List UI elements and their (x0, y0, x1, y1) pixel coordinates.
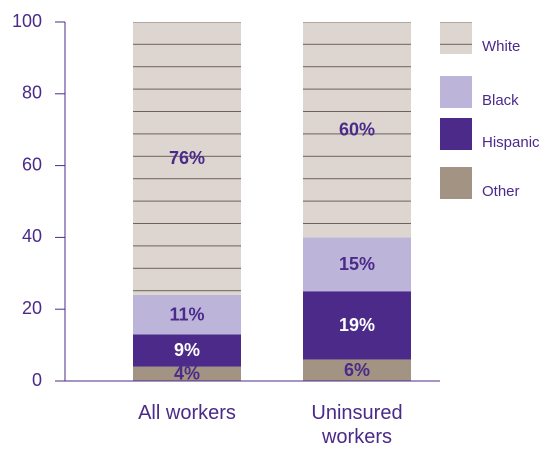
value-label: 19% (339, 315, 375, 335)
y-tick-label: 40 (22, 226, 42, 246)
bar-segment (303, 359, 411, 381)
legend-label: Black (482, 92, 519, 109)
legend-label: Hispanic (482, 134, 540, 151)
bar-segment (133, 22, 241, 295)
bar-segment (303, 22, 411, 238)
x-tick-label: All workers (138, 402, 236, 424)
value-label: 11% (169, 304, 204, 324)
x-tick-label: Uninsured workers (311, 402, 403, 448)
bar-segment (133, 366, 241, 381)
value-label: 6% (344, 360, 370, 380)
bar-segment (133, 334, 241, 367)
y-tick-label: 20 (22, 298, 42, 318)
legend-swatch (440, 22, 472, 54)
legend-swatch (440, 118, 472, 150)
bar-segment (303, 237, 411, 292)
y-tick-label: 60 (22, 154, 42, 174)
legend-label: White (482, 38, 520, 55)
legend-swatch (440, 167, 472, 199)
y-tick-label: 80 (22, 83, 42, 103)
value-label: 9% (174, 340, 200, 360)
value-label: 15% (339, 254, 375, 274)
y-tick-label: 100 (12, 11, 42, 31)
y-tick-label: 0 (32, 370, 42, 390)
value-label: 4% (174, 364, 200, 384)
legend-swatch (440, 76, 472, 108)
bar-segment (133, 294, 241, 335)
value-label: 60% (339, 119, 375, 139)
legend-label: Other (482, 183, 520, 200)
bar-segment (303, 291, 411, 360)
value-label: 76% (169, 148, 205, 168)
